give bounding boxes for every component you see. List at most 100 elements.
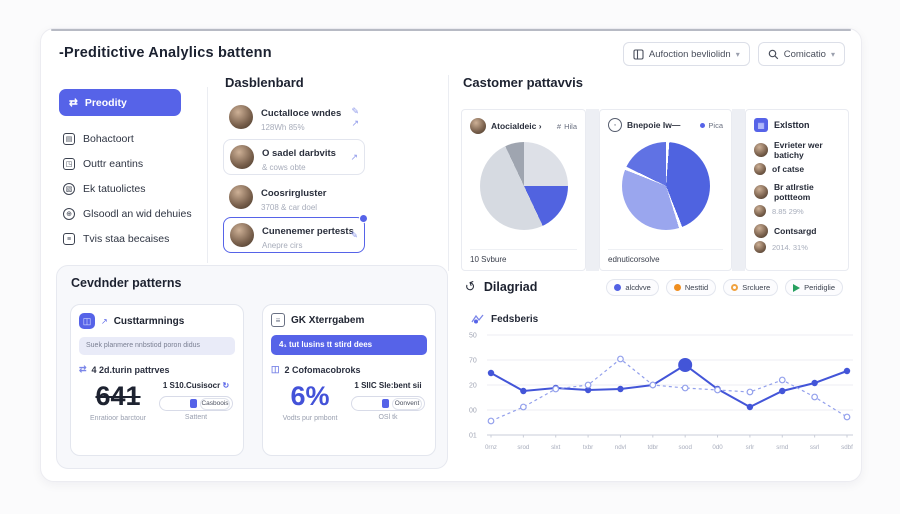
speech-bubble-icon: ◦: [608, 118, 622, 132]
item-subtitle: 128Wh 85%: [261, 122, 305, 132]
sidebar-item-tvis-staa[interactable]: ≡ Tvis staa becaises: [63, 233, 169, 245]
pie-card-1[interactable]: Atocialdeic › # Hila 10 Svbure: [461, 109, 586, 271]
side-title: 1 S10.Cusisocr: [162, 381, 221, 390]
sidebar-item-glsoodl[interactable]: ⊕ Glsoodl an wid dehuies: [63, 208, 192, 220]
pie-card-badge: # Hila: [556, 121, 577, 131]
sidebar-item-ek-tatuolictes[interactable]: ▧ Ek tatuolictes: [63, 183, 145, 195]
svg-text:srlr: srlr: [746, 444, 755, 451]
section-divider: [448, 75, 449, 271]
doc-icon: ≡: [271, 313, 285, 327]
sidebar-item-preodity-active[interactable]: ⇄ Preodity: [59, 89, 181, 116]
legend-dot-icon: [673, 284, 681, 291]
chevron-down-icon: ▾: [735, 49, 740, 59]
patterns-panel: Cevdnder patterns ◫ ↗ Custtarmnings Suek…: [56, 265, 448, 469]
feds-line-chart: 50 70 20 00 01 0rnz srod slxt txbr ndvl tdbr sood 0d…: [469, 333, 853, 452]
side-title: 1 SIlC Sle:bent sii: [354, 381, 422, 390]
casboois-toggle[interactable]: Casboois: [159, 396, 233, 411]
svg-text:txbr: txbr: [583, 444, 593, 451]
legend-ring-icon: [731, 284, 739, 291]
svg-text:tdbr: tdbr: [647, 444, 658, 451]
page-title: -Preditictive Analylics battenn: [59, 45, 272, 61]
action-dropdown-label: Aufoction bevliolidn: [648, 48, 731, 60]
svg-text:sdbf: sdbf: [841, 444, 853, 451]
info-pill[interactable]: Suek planmere nnbstiod poron didus: [79, 337, 235, 355]
chevron-down-icon: ▾: [830, 49, 835, 59]
list-item[interactable]: Br atlrstie pottteom 8.85 29%: [754, 182, 840, 217]
grid-icon: ▦: [754, 118, 768, 132]
list-item[interactable]: Contsargd 2014. 31%: [754, 224, 840, 253]
behavior-icon: ▤: [63, 133, 75, 145]
edit-icon[interactable]: ✎: [351, 105, 359, 116]
action-dropdown-button[interactable]: Aufoction bevliolidn ▾: [622, 42, 750, 66]
pie-card-caption: ednuticorsolve: [608, 249, 723, 264]
dashboard-section-title: Dasblenbard: [225, 75, 304, 90]
main-card: -Preditictive Analylics battenn Aufoctio…: [40, 28, 862, 482]
svg-text:ssrl: ssrl: [810, 444, 820, 451]
avatar: [229, 185, 253, 209]
legend-item-peridiglie[interactable]: Peridiglie: [785, 279, 843, 296]
side-label: OSl tk: [378, 414, 398, 421]
sidebar-item-label: Outtr eantins: [83, 158, 144, 170]
legend-item-nesttid[interactable]: Nesttid: [665, 279, 717, 296]
refresh-icon[interactable]: ↻: [222, 381, 230, 390]
avatar: [754, 163, 766, 175]
avatar: [754, 185, 768, 199]
trend-icon: ↗: [101, 316, 108, 326]
svg-text:0rnz: 0rnz: [485, 444, 497, 451]
avatar: [230, 145, 254, 169]
existon-title: Exlstton: [774, 120, 810, 130]
sidebar-item-label: Glsoodl an wid dehuies: [83, 208, 192, 220]
pie-card-2[interactable]: ◦ Bnepoie Iw— Pica ednuticorsolve: [599, 109, 732, 271]
pie-card-badge: Pica: [700, 121, 723, 130]
svg-text:70: 70: [469, 358, 477, 365]
patterns-card-1: ◫ ↗ Custtarmnings Suek planmere nnbstiod…: [70, 304, 244, 456]
arrow-up-right-icon[interactable]: ↗: [351, 117, 359, 128]
card-title: Custtarmnings: [113, 315, 185, 327]
arrow-up-right-icon[interactable]: ↗: [350, 151, 358, 162]
legend-item-srcluere[interactable]: Srcluere: [723, 279, 779, 296]
primary-action-bar[interactable]: 4₁ tut lusins tt stird dees: [271, 335, 427, 355]
avatar: [470, 118, 486, 134]
item-subtitle: & cows obte: [262, 162, 306, 172]
sidebar-item-outtr-eantins[interactable]: ◳ Outtr eantins: [63, 158, 143, 170]
avatar: [754, 143, 768, 157]
search-dropdown-button[interactable]: Comicatio ▾: [757, 42, 845, 66]
edit-icon[interactable]: ✎: [350, 229, 358, 240]
search-dropdown-label: Comicatio: [783, 48, 826, 60]
row-label: 4 2d.turin pattrves: [91, 364, 170, 375]
svg-text:00: 00: [469, 408, 477, 415]
patterns-section-title: Cevdnder patterns: [71, 276, 182, 290]
card-gap: [732, 109, 745, 271]
svg-text:sood: sood: [678, 444, 692, 451]
notification-badge: [359, 214, 368, 223]
legend-item-alcdvve[interactable]: alcdvve: [606, 279, 659, 296]
sidebar-divider: [207, 87, 208, 263]
chart-icon: ◳: [63, 158, 75, 170]
chart-title: Fedsberis: [491, 313, 539, 325]
dashboard-list-item-selected[interactable]: Cunenemer pertests Anepre cirs ✎: [223, 214, 368, 253]
customer-pie-2: [621, 142, 710, 230]
patterns-card-2: ≡ GK Xterrgabem 4₁ tut lusins tt stird d…: [262, 304, 436, 456]
sidebar-item-bohactoort[interactable]: ▤ Bohactoort: [63, 133, 134, 145]
item-title: Cunenemer pertests: [262, 225, 354, 237]
line-chart[interactable]: 50 70 20 00 01 0rnz srod slxt txbr ndvl tdbr sood 0d…: [465, 329, 857, 467]
legend-dot-icon: [614, 284, 622, 291]
svg-text:01: 01: [469, 433, 477, 440]
dashboard-list-item[interactable]: O sadel darbvits & cows obte ↗: [223, 139, 365, 175]
fraction-icon: ◫: [271, 364, 280, 374]
list-item[interactable]: Evrieter wer batichy of catse: [754, 140, 840, 175]
sidebar-item-label: Bohactoort: [83, 133, 134, 145]
dot-icon: [700, 122, 706, 128]
header-actions: Aufoction bevliolidn ▾ Comicatio ▾: [622, 42, 845, 66]
undo-arrow-icon: ↺: [462, 277, 478, 296]
stat-value: 641: [95, 381, 141, 411]
customer-section-title: Castomer pattavvis: [463, 75, 583, 90]
svg-text:srnd: srnd: [776, 444, 789, 451]
item-subtitle: 3708 & car doel: [261, 202, 318, 212]
dashboard-list-item[interactable]: Cuctalloce wndes 128Wh 85% ✎ ↗: [223, 99, 365, 135]
customer-pie-1: [479, 142, 568, 230]
legend-arrow-icon: [793, 283, 801, 292]
oonvent-toggle[interactable]: Oonvent: [351, 396, 425, 411]
dashboard-list-item[interactable]: Coosrirgluster 3708 & car doel: [223, 179, 365, 215]
mini-chart-icon: [471, 314, 484, 324]
